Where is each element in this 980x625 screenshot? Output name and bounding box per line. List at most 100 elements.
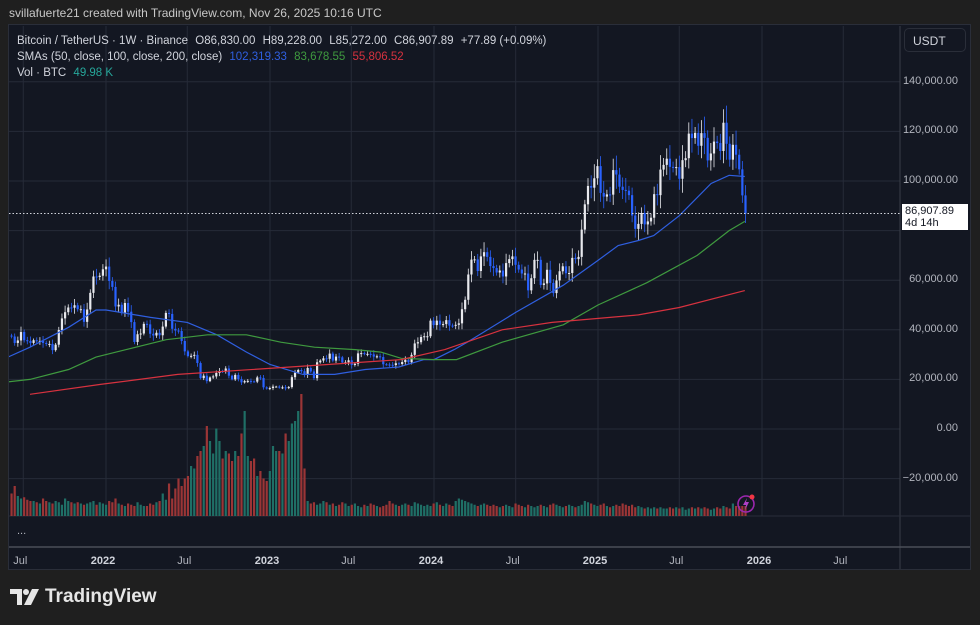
volume-bar: [656, 508, 659, 516]
candle-body: [530, 278, 533, 291]
candle-body: [719, 143, 722, 151]
volume-bar: [602, 503, 605, 516]
candle-body: [256, 377, 259, 382]
legend-vol-label[interactable]: Vol · BTC: [17, 67, 67, 79]
candle-body: [464, 299, 467, 310]
candle-body: [492, 266, 495, 269]
time-tick-label: 2022: [90, 555, 116, 567]
volume-bar: [571, 506, 574, 516]
candle-body: [659, 169, 662, 196]
volume-bar: [114, 498, 117, 516]
volume-bar: [180, 486, 183, 516]
volume-bar: [130, 504, 133, 516]
legend-symbol[interactable]: Bitcoin / TetherUS · 1W · Binance: [17, 35, 189, 47]
volume-bar: [690, 507, 694, 516]
candle-body: [123, 303, 127, 314]
candle-body: [60, 318, 64, 331]
candle-body: [356, 353, 360, 364]
currency-button[interactable]: USDT: [904, 28, 966, 52]
volume-bar: [394, 504, 397, 516]
volume-bar: [445, 503, 448, 516]
volume-bar: [73, 503, 76, 516]
chart-panel[interactable]: Bitcoin / TetherUS · 1W · Binance O86,83…: [8, 24, 971, 570]
candle-body: [476, 259, 479, 272]
volume-bar: [700, 508, 703, 516]
candle-body: [265, 387, 268, 389]
volume-bar: [218, 441, 221, 516]
candle-body: [435, 320, 438, 326]
volume-bar: [473, 504, 476, 516]
volume-bar: [142, 506, 145, 516]
volume-bar: [583, 501, 586, 516]
volume-bar: [70, 502, 73, 516]
legend-change: +77.89 (+0.09%): [460, 35, 547, 47]
candle-body: [599, 166, 602, 193]
volume-bar: [334, 506, 338, 516]
candle-body: [79, 309, 82, 311]
volume-bar: [249, 461, 253, 516]
candle-body: [627, 190, 631, 196]
volume-bar: [671, 508, 675, 516]
more-indicators-button[interactable]: ...: [17, 525, 27, 537]
legend-high: H89,228.00: [262, 35, 323, 47]
volume-bar: [722, 506, 725, 516]
volume-bar: [230, 461, 234, 516]
candle-body: [19, 332, 23, 341]
volume-bar: [533, 507, 536, 516]
volume-bar: [448, 504, 451, 516]
candle-body: [16, 340, 19, 343]
lightning-alert-icon[interactable]: [736, 492, 758, 514]
volume-bar: [586, 502, 590, 516]
legend-sma100: 83,678.55: [294, 51, 346, 63]
candle-body: [32, 340, 35, 343]
candle-body: [656, 194, 659, 196]
candle-body: [334, 356, 338, 361]
candle-body: [489, 256, 492, 267]
volume-bar: [253, 458, 256, 516]
volume-bar: [482, 503, 486, 516]
legend-vol-value: 49.98 K: [73, 67, 114, 79]
candle-body: [564, 266, 568, 274]
candle-body: [426, 336, 429, 338]
legend-close: C86,907.89: [394, 35, 454, 47]
candle-body: [593, 178, 596, 188]
volume-bar: [309, 503, 312, 516]
time-tick-label: 2024: [418, 555, 444, 567]
volume-bar: [123, 506, 127, 516]
volume-bar: [356, 506, 360, 516]
candle-body: [114, 286, 117, 307]
candle-body: [703, 133, 706, 138]
tradingview-logo[interactable]: TradingView: [10, 586, 157, 608]
candle-body: [460, 309, 464, 324]
candle-body: [549, 269, 552, 283]
legend-sma-label[interactable]: SMAs (50, close, 100, close, 200, close): [17, 51, 223, 63]
volume-bar: [391, 503, 394, 516]
candle-body: [234, 374, 237, 380]
candle-body: [23, 332, 26, 341]
volume-bar: [451, 506, 454, 516]
volume-bar: [303, 468, 306, 516]
candle-body: [697, 132, 700, 146]
volume-bar: [624, 504, 627, 516]
candle-body: [152, 333, 155, 336]
candle-body: [678, 167, 681, 179]
candle-body: [555, 280, 558, 294]
volume-bar: [511, 507, 514, 516]
volume-bar: [416, 503, 419, 516]
candle-body: [423, 336, 426, 338]
volume-bar: [703, 507, 706, 516]
candle-body: [57, 330, 60, 345]
volume-bar: [454, 501, 457, 516]
sma100-line: [9, 220, 746, 383]
price-chart[interactable]: [8, 24, 971, 570]
candle-body: [734, 144, 738, 155]
candle-body: [224, 368, 227, 372]
candle-body: [542, 283, 545, 285]
volume-bar: [501, 506, 505, 516]
candle-body: [385, 364, 388, 366]
volume-bar: [662, 508, 665, 516]
volume-bar: [744, 506, 747, 516]
volume-bar: [643, 508, 646, 516]
candle-body: [319, 360, 322, 363]
candle-body: [155, 332, 158, 336]
